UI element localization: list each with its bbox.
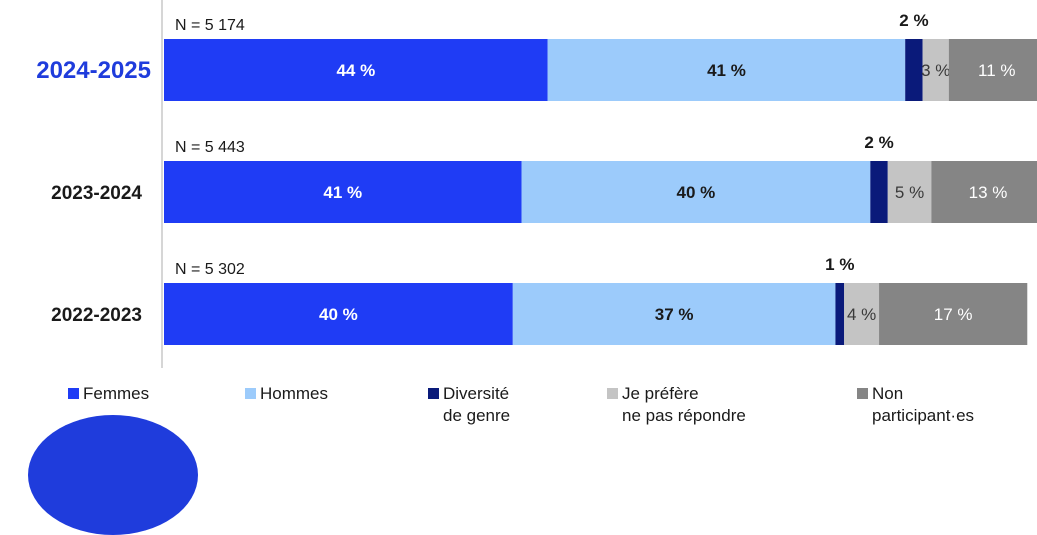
data-label-femmes-2024-2025: 44 % [336,61,375,80]
data-label-hommes-2023-2024: 40 % [677,183,716,202]
legend-swatch-diversite [428,388,439,399]
category-label-2023-2024: 2023-2024 [51,183,142,204]
sample-size-2022-2023: N = 5 302 [175,261,245,278]
sample-size-2023-2024: N = 5 443 [175,139,245,156]
legend-item-non-participant: Non participant·es [857,383,974,427]
category-label-2022-2023: 2022-2023 [51,305,142,326]
legend-item-prefere: Je préfère ne pas répondre [607,383,746,427]
chart-legend: Femmes Hommes Diversité de genre Je préf… [0,383,1037,433]
data-label-hommes-2022-2023: 37 % [655,305,694,324]
legend-label-diversite: Diversité de genre [443,384,511,425]
bar-segment-je-prefere-ne-pas-repondre-2023-2024 [887,161,932,223]
bar-segment-femmes-2023-2024 [164,161,522,223]
data-label-je-prefere-ne-pas-repondre-2023-2024: 5 % [895,183,924,202]
data-label-diversite-de-genre-2024-2025: 2 % [899,11,928,30]
bar-segment-je-prefere-ne-pas-repondre-2022-2023 [844,283,880,345]
decorative-circle [28,415,198,535]
data-label-non-participant-es-2022-2023: 17 % [934,305,973,324]
legend-swatch-non-participant [857,388,868,399]
data-label-hommes-2024-2025: 41 % [707,61,746,80]
data-label-non-participant-es-2023-2024: 13 % [969,183,1008,202]
legend-item-diversite: Diversité de genre [428,383,510,427]
legend-label-femmes: Femmes [83,384,150,403]
bar-segment-hommes-2022-2023 [512,283,836,345]
bar-segment-je-prefere-ne-pas-repondre-2024-2025 [922,39,949,101]
data-label-femmes-2023-2024: 41 % [323,183,362,202]
data-label-je-prefere-ne-pas-repondre-2022-2023: 4 % [847,305,876,324]
legend-swatch-prefere [607,388,618,399]
legend-label-non-participant: Non participant·es [872,384,975,425]
stacked-bar-chart: 2024-2025 N = 5 174 44 % 41 % 2 % 3 % 11 % 2023… [36,0,1037,368]
legend-item-hommes: Hommes [245,383,328,405]
data-label-non-participant-es-2024-2025: 11 % [978,61,1016,80]
data-label-femmes-2022-2023: 40 % [319,305,358,324]
bar-segment-non-participant-es-2022-2023 [879,283,1028,345]
bar-segment-femmes-2024-2025 [164,39,548,101]
legend-swatch-femmes [68,388,79,399]
legend-swatch-hommes [245,388,256,399]
bar-segment-diversite-de-genre-2023-2024 [870,161,888,223]
bar-segment-femmes-2022-2023 [164,283,513,345]
bar-segment-non-participant-es-2024-2025 [948,39,1037,101]
legend-item-femmes: Femmes [68,383,149,405]
data-label-diversite-de-genre-2023-2024: 2 % [864,133,893,152]
bar-segment-diversite-de-genre-2022-2023 [835,283,845,345]
bar-segment-hommes-2023-2024 [521,161,871,223]
legend-label-hommes: Hommes [260,384,329,403]
bar-segment-non-participant-es-2023-2024 [931,161,1037,223]
data-label-je-prefere-ne-pas-repondre-2024-2025: 3 % [921,61,950,80]
legend-label-prefere: Je préfère ne pas répondre [622,384,746,425]
data-label-diversite-de-genre-2022-2023: 1 % [825,255,854,274]
bar-segment-diversite-de-genre-2024-2025 [905,39,923,101]
bar-segment-hommes-2024-2025 [547,39,906,101]
sample-size-2024-2025: N = 5 174 [175,17,245,34]
category-label-2024-2025: 2024-2025 [36,57,151,84]
